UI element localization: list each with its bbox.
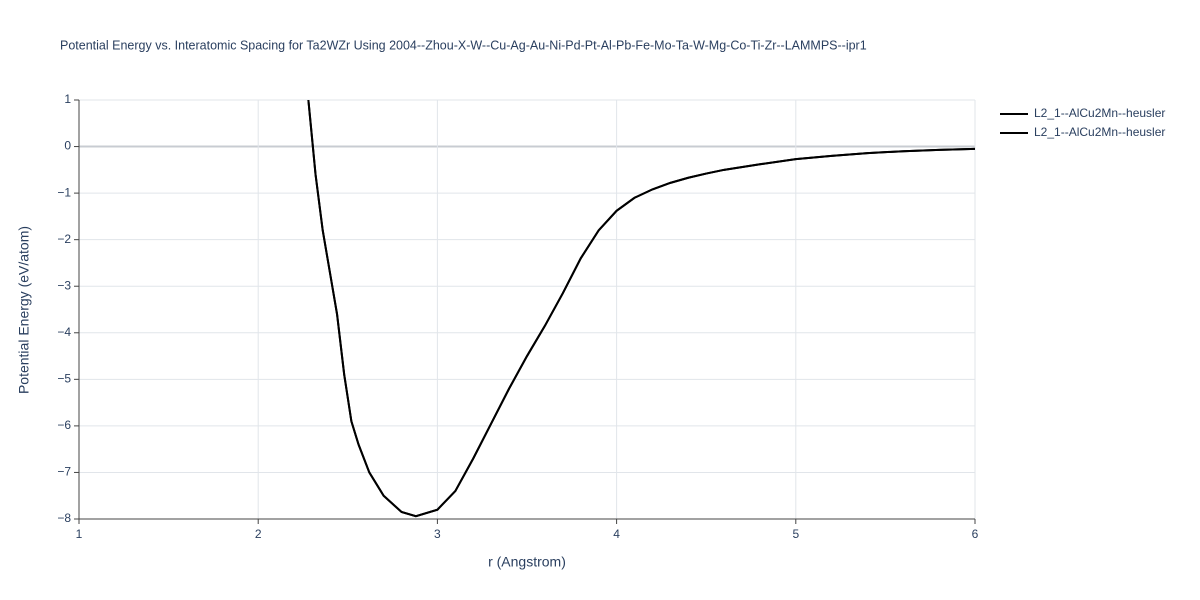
x-axis-title: r (Angstrom) <box>488 554 566 570</box>
y-tick-label: −7 <box>57 465 71 479</box>
x-tick-label: 6 <box>972 527 979 541</box>
x-tick-label: 5 <box>792 527 799 541</box>
legend-label: L2_1--AlCu2Mn--heusler <box>1034 125 1165 139</box>
y-tick-label: −6 <box>57 418 71 432</box>
y-tick-label: −5 <box>57 372 71 386</box>
x-tick-label: 1 <box>76 527 83 541</box>
x-tick-label: 4 <box>613 527 620 541</box>
y-tick-label: −2 <box>57 232 71 246</box>
series-line <box>307 100 975 518</box>
y-tick-label: −1 <box>57 185 71 199</box>
y-axis-title: Potential Energy (eV/atom) <box>16 226 32 394</box>
legend: L2_1--AlCu2Mn--heusler L2_1--AlCu2Mn--heu… <box>1000 106 1165 139</box>
chart-title: Potential Energy vs. Interatomic Spacing… <box>60 38 867 52</box>
axes: −8 −7 −6 −5 −4 −3 −2 −1 0 1 1 2 3 4 5 6 <box>57 92 978 541</box>
grid <box>78 99 976 520</box>
plot-area <box>307 100 975 518</box>
legend-label: L2_1--AlCu2Mn--heusler <box>1034 106 1165 120</box>
y-tick-label: −8 <box>57 511 71 525</box>
series-line <box>307 100 975 518</box>
y-tick-label: 0 <box>64 139 71 153</box>
y-tick-label: 1 <box>64 92 71 106</box>
y-tick-label: −4 <box>57 325 71 339</box>
y-tick-label: −3 <box>57 278 71 292</box>
x-tick-label: 3 <box>434 527 441 541</box>
x-tick-label: 2 <box>255 527 262 541</box>
